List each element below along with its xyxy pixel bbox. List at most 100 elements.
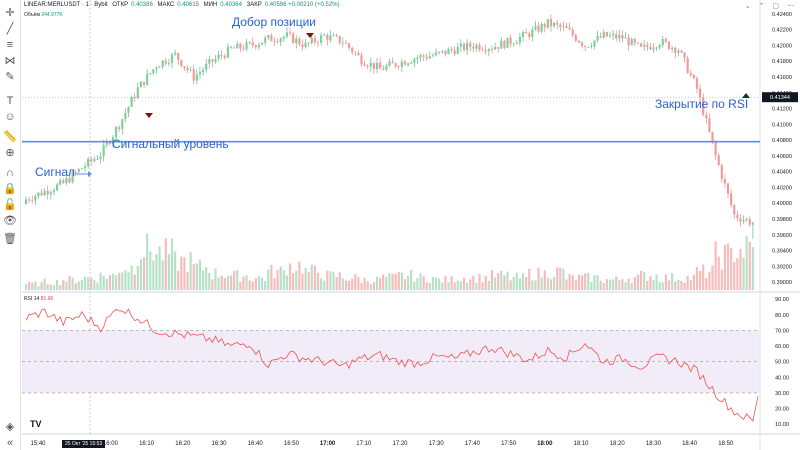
- volume-bar: [469, 279, 472, 290]
- candle: [478, 44, 481, 50]
- volume-bar: [127, 272, 130, 290]
- candle: [419, 55, 422, 58]
- candle: [133, 96, 136, 99]
- volume-bar: [580, 275, 584, 290]
- volume-bar: [326, 270, 329, 290]
- ruler-icon[interactable]: 📏: [3, 131, 17, 143]
- volume-bar: [540, 277, 543, 290]
- visibility-icon[interactable]: 👁: [3, 215, 17, 227]
- volume-bar: [552, 276, 556, 290]
- volume-bar: [559, 267, 562, 290]
- candle: [273, 41, 276, 43]
- pattern-icon[interactable]: ⋈: [4, 55, 16, 67]
- chevron-up-icon[interactable]: ⌃: [758, 3, 765, 10]
- volume-bar: [410, 269, 413, 290]
- volume-bar: [639, 270, 643, 290]
- candle: [170, 54, 174, 63]
- candle: [639, 43, 643, 47]
- low-value: 0.40364: [220, 2, 242, 8]
- volume-name: Объём: [24, 12, 40, 18]
- volume-bar: [372, 281, 376, 290]
- collapse-icon[interactable]: «: [6, 437, 14, 449]
- candle: [195, 74, 198, 81]
- last-price-label: 0.41344: [770, 95, 790, 101]
- candle: [677, 50, 680, 53]
- time-tick-label: 17:30: [429, 441, 445, 447]
- candle: [506, 37, 509, 48]
- volume-bar: [574, 280, 577, 290]
- text-icon[interactable]: T: [6, 95, 14, 107]
- candle: [366, 65, 369, 67]
- candle: [233, 47, 236, 49]
- candle: [127, 106, 130, 113]
- candle: [434, 52, 438, 56]
- candle: [236, 43, 239, 49]
- symbol-title[interactable]: LINEAR:MERLUSDT · 1 · Bybit: [24, 2, 108, 8]
- candle: [46, 190, 49, 195]
- annotation-close-rsi: Закрытие по RSI: [655, 97, 749, 111]
- candle: [257, 44, 261, 48]
- close-value: 0.40596 +0.00210 (+0.52%): [264, 2, 340, 8]
- candle: [43, 190, 46, 196]
- volume-bar: [556, 267, 559, 290]
- fib-icon[interactable]: ≡: [6, 39, 14, 51]
- volume-bar: [292, 273, 295, 290]
- volume-bar: [450, 276, 453, 290]
- magnet-icon[interactable]: ∩: [6, 167, 14, 179]
- brush-icon[interactable]: ✎: [5, 71, 15, 83]
- volume-bar: [332, 271, 335, 290]
- layers-icon[interactable]: ◈: [5, 421, 15, 433]
- time-tick-label: 17:10: [356, 441, 372, 447]
- lock-icon[interactable]: 🔒: [3, 183, 17, 195]
- time-tick-label: 16:00: [103, 441, 119, 447]
- crosshair-icon[interactable]: ✛: [5, 7, 15, 19]
- price-tick-label: 0.41000: [772, 122, 792, 128]
- price-tick-label: 0.40800: [772, 138, 792, 144]
- candle: [55, 184, 59, 191]
- trendline-icon[interactable]: ╱: [6, 23, 14, 35]
- candle: [500, 40, 503, 49]
- volume-bar: [677, 279, 680, 290]
- candle: [521, 31, 525, 37]
- rsi-tick-label: 70.00: [775, 328, 789, 334]
- candle: [711, 131, 714, 143]
- volume-bar: [323, 280, 326, 290]
- volume-bar: [745, 236, 748, 290]
- candle: [453, 50, 456, 54]
- volume-bar: [593, 275, 596, 290]
- more-icon[interactable]: ⋯: [787, 3, 794, 10]
- zoom-icon[interactable]: ⊕: [5, 147, 15, 159]
- volume-bar: [490, 269, 494, 290]
- volume-bar: [394, 273, 397, 290]
- candle: [298, 38, 301, 45]
- emoji-icon[interactable]: ☺: [4, 111, 16, 123]
- volume-bar: [208, 272, 211, 290]
- rsi-value: 81.96: [40, 296, 54, 302]
- volume-bar: [229, 275, 233, 290]
- rsi-tick-label: 40.00: [775, 375, 789, 381]
- volume-bar: [497, 273, 500, 290]
- candle: [304, 42, 307, 48]
- candle: [565, 26, 568, 28]
- volume-bar: [419, 273, 422, 290]
- lock-icon[interactable]: 🔓: [3, 199, 17, 211]
- trash-icon[interactable]: 🗑: [3, 233, 17, 245]
- volume-bar: [608, 279, 612, 290]
- candle: [559, 24, 562, 27]
- volume-bar: [366, 281, 369, 290]
- maximize-icon[interactable]: ▢: [772, 3, 780, 10]
- chevron-down-icon[interactable]: ⌄: [744, 3, 751, 10]
- volume-bar: [375, 276, 379, 290]
- cursor-time-tag: 25 Окт '25 15:53: [62, 440, 106, 448]
- volume-bar: [236, 270, 239, 290]
- candle: [332, 35, 335, 37]
- volume-bar: [664, 274, 668, 290]
- close-label: ЗАКР: [246, 2, 262, 8]
- volume-bar: [618, 280, 621, 290]
- time-tick-label: 17:20: [392, 441, 408, 447]
- volume-bar: [279, 266, 282, 290]
- volume-bar: [360, 282, 363, 290]
- candle: [121, 118, 124, 130]
- volume-bar: [525, 276, 528, 290]
